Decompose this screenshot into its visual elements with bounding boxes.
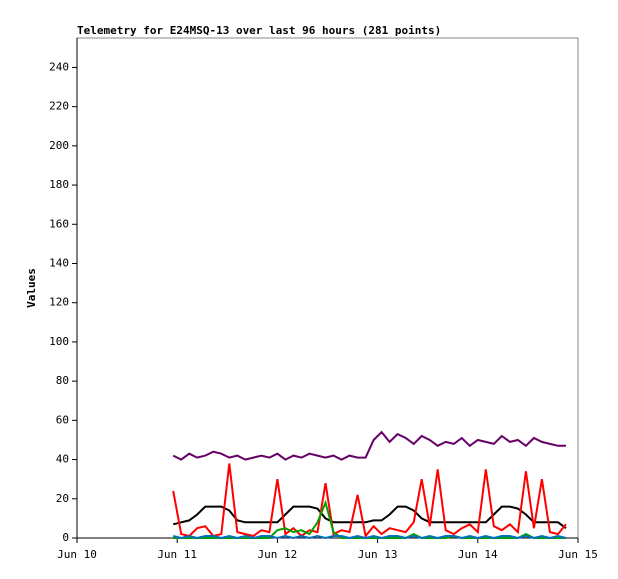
series-line xyxy=(172,534,567,540)
y-tick-label: 40 xyxy=(56,453,69,466)
x-tick-label: Jun 13 xyxy=(358,548,398,561)
chart-title: Telemetry for E24MSQ-13 over last 96 hou… xyxy=(77,24,441,37)
x-tick-label: Jun 15 xyxy=(558,548,598,561)
y-tick-label: 160 xyxy=(49,217,69,230)
y-tick-label: 80 xyxy=(56,374,69,387)
x-tick-label: Jun 14 xyxy=(458,548,498,561)
y-tick-label: 200 xyxy=(49,139,69,152)
y-tick-label: 140 xyxy=(49,256,69,269)
y-tick-label: 120 xyxy=(49,296,69,309)
y-tick-label: 60 xyxy=(56,413,69,426)
x-tick-label: Jun 12 xyxy=(258,548,298,561)
y-axis-label: Values xyxy=(25,268,38,308)
x-tick-label: Jun 11 xyxy=(157,548,197,561)
y-tick-label: 20 xyxy=(56,492,69,505)
plot-frame xyxy=(76,37,579,539)
y-tick-label: 0 xyxy=(62,531,69,544)
y-tick-label: 240 xyxy=(49,60,69,73)
y-tick-label: 180 xyxy=(49,178,69,191)
series-line xyxy=(172,430,566,461)
y-tick-label: 100 xyxy=(49,335,69,348)
y-tick-label: 220 xyxy=(49,100,69,113)
series-line xyxy=(172,505,567,530)
x-tick-label: Jun 10 xyxy=(57,548,97,561)
series-line xyxy=(172,463,567,539)
